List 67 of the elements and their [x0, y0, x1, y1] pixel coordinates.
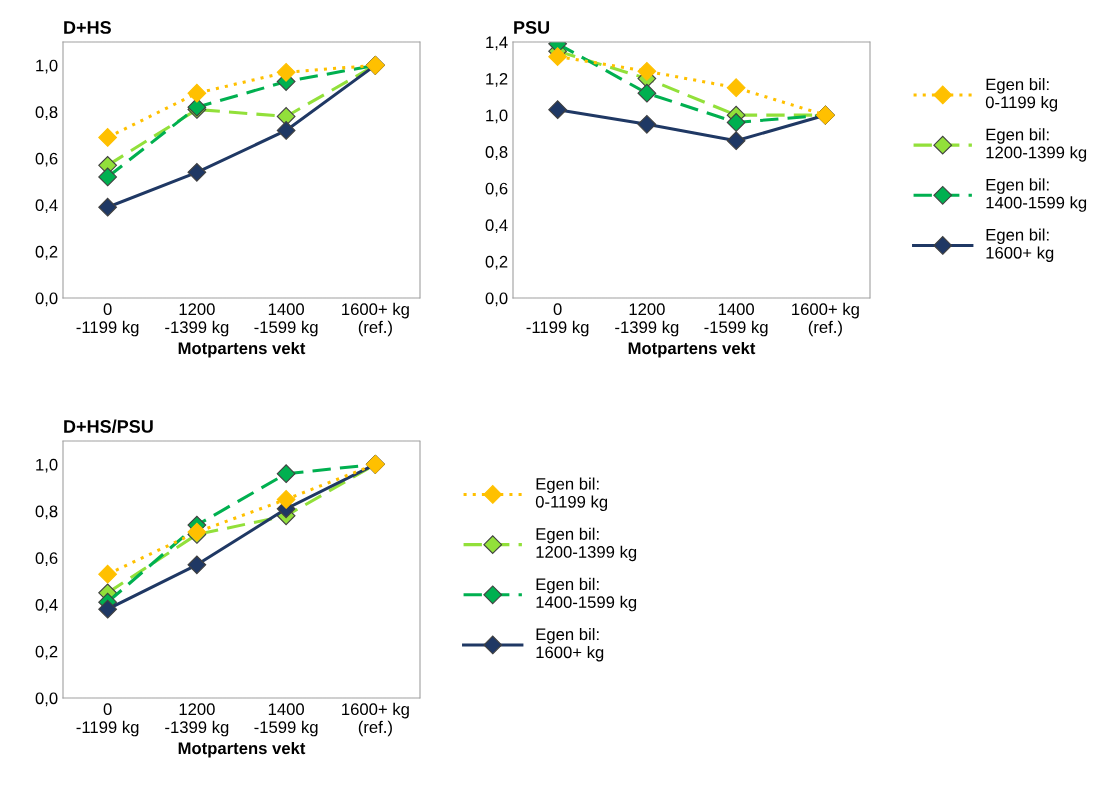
chart-title: D+HS/PSU — [64, 419, 153, 434]
y-tick-label: 1,0 — [486, 109, 508, 124]
point — [187, 555, 207, 575]
y-tick-label: 0,2 — [485, 255, 508, 270]
point — [726, 131, 746, 151]
y-tick-label: 0,4 — [35, 598, 58, 613]
point — [276, 490, 296, 509]
legend-label: Egen bil: 1600+ kg — [536, 627, 604, 662]
y-tick-label: 0,6 — [485, 182, 508, 197]
y-tick-label: 0,4 — [485, 219, 508, 234]
point — [637, 61, 657, 81]
x-tick-label: 1200 -1399 kg — [165, 703, 229, 737]
x-tick-label: 1400 -1599 kg — [704, 303, 768, 337]
x-axis-title: Motpartens vekt — [178, 741, 306, 758]
point — [98, 197, 118, 217]
point — [276, 121, 296, 140]
x-axis-title: Motpartens vekt — [178, 341, 306, 358]
x-tick-label: 1200 -1399 kg — [615, 303, 679, 337]
y-tick-label: 0,0 — [485, 292, 508, 307]
y-tick-label: 1,4 — [486, 36, 508, 51]
chart-title: PSU — [514, 21, 550, 34]
x-tick-label: 1600+ kg (ref.) — [342, 702, 409, 737]
y-tick-label: 0,8 — [35, 505, 58, 520]
point — [726, 78, 746, 98]
point — [548, 100, 568, 120]
point — [276, 107, 296, 126]
point — [548, 47, 568, 67]
x-tick-label: 1400 -1599 kg — [254, 703, 318, 737]
chart-title: D+HS — [64, 21, 111, 34]
point — [98, 128, 118, 147]
point — [276, 62, 296, 82]
x-axis-title: Motpartens vekt — [628, 341, 756, 358]
x-tick-label: 1600+ kg (ref.) — [342, 302, 409, 337]
y-tick-label: 0,4 — [35, 199, 58, 214]
point — [98, 599, 118, 619]
y-tick-label: 1,0 — [36, 458, 58, 473]
x-tick-label: 1600+ kg (ref.) — [792, 302, 859, 337]
point — [276, 464, 296, 484]
legend-label: Egen bil: 1200-1399 kg — [536, 527, 637, 562]
x-tick-label: 0 -1199 kg — [76, 703, 139, 737]
y-tick-label: 0,2 — [35, 645, 58, 660]
point — [98, 564, 118, 584]
point — [726, 113, 746, 132]
legend-label: Egen bil: 1600+ kg — [986, 228, 1054, 262]
y-tick-label: 0,6 — [35, 552, 58, 566]
y-tick-label: 0,6 — [35, 152, 58, 167]
legend-label: Egen bil: 0-1199 kg — [985, 78, 1058, 112]
x-tick-label: 0 -1199 kg — [526, 303, 589, 337]
legend-label: Egen bil: 0-1199 kg — [535, 477, 608, 512]
legend-label: Egen bil: 1400-1599 kg — [986, 178, 1087, 212]
legend-label: Egen bil: 1200-1399 kg — [986, 128, 1087, 162]
y-tick-label: 0,8 — [35, 106, 58, 120]
x-tick-label: 1200 -1399 kg — [165, 303, 229, 337]
x-tick-label: 0 -1199 kg — [76, 303, 139, 337]
point — [187, 83, 207, 103]
x-tick-label: 1400 -1599 kg — [254, 303, 318, 337]
y-tick-label: 1,0 — [36, 59, 58, 74]
point — [187, 162, 207, 182]
legend-label: Egen bil: 1400-1599 kg — [536, 577, 637, 612]
point — [98, 167, 118, 187]
y-tick-label: 0,8 — [485, 146, 508, 160]
point — [637, 114, 657, 134]
y-tick-label: 0,2 — [35, 245, 58, 260]
y-tick-label: 1,2 — [486, 72, 508, 87]
point — [637, 83, 657, 103]
y-tick-label: 0,0 — [35, 692, 58, 707]
y-tick-label: 0,0 — [35, 292, 58, 307]
